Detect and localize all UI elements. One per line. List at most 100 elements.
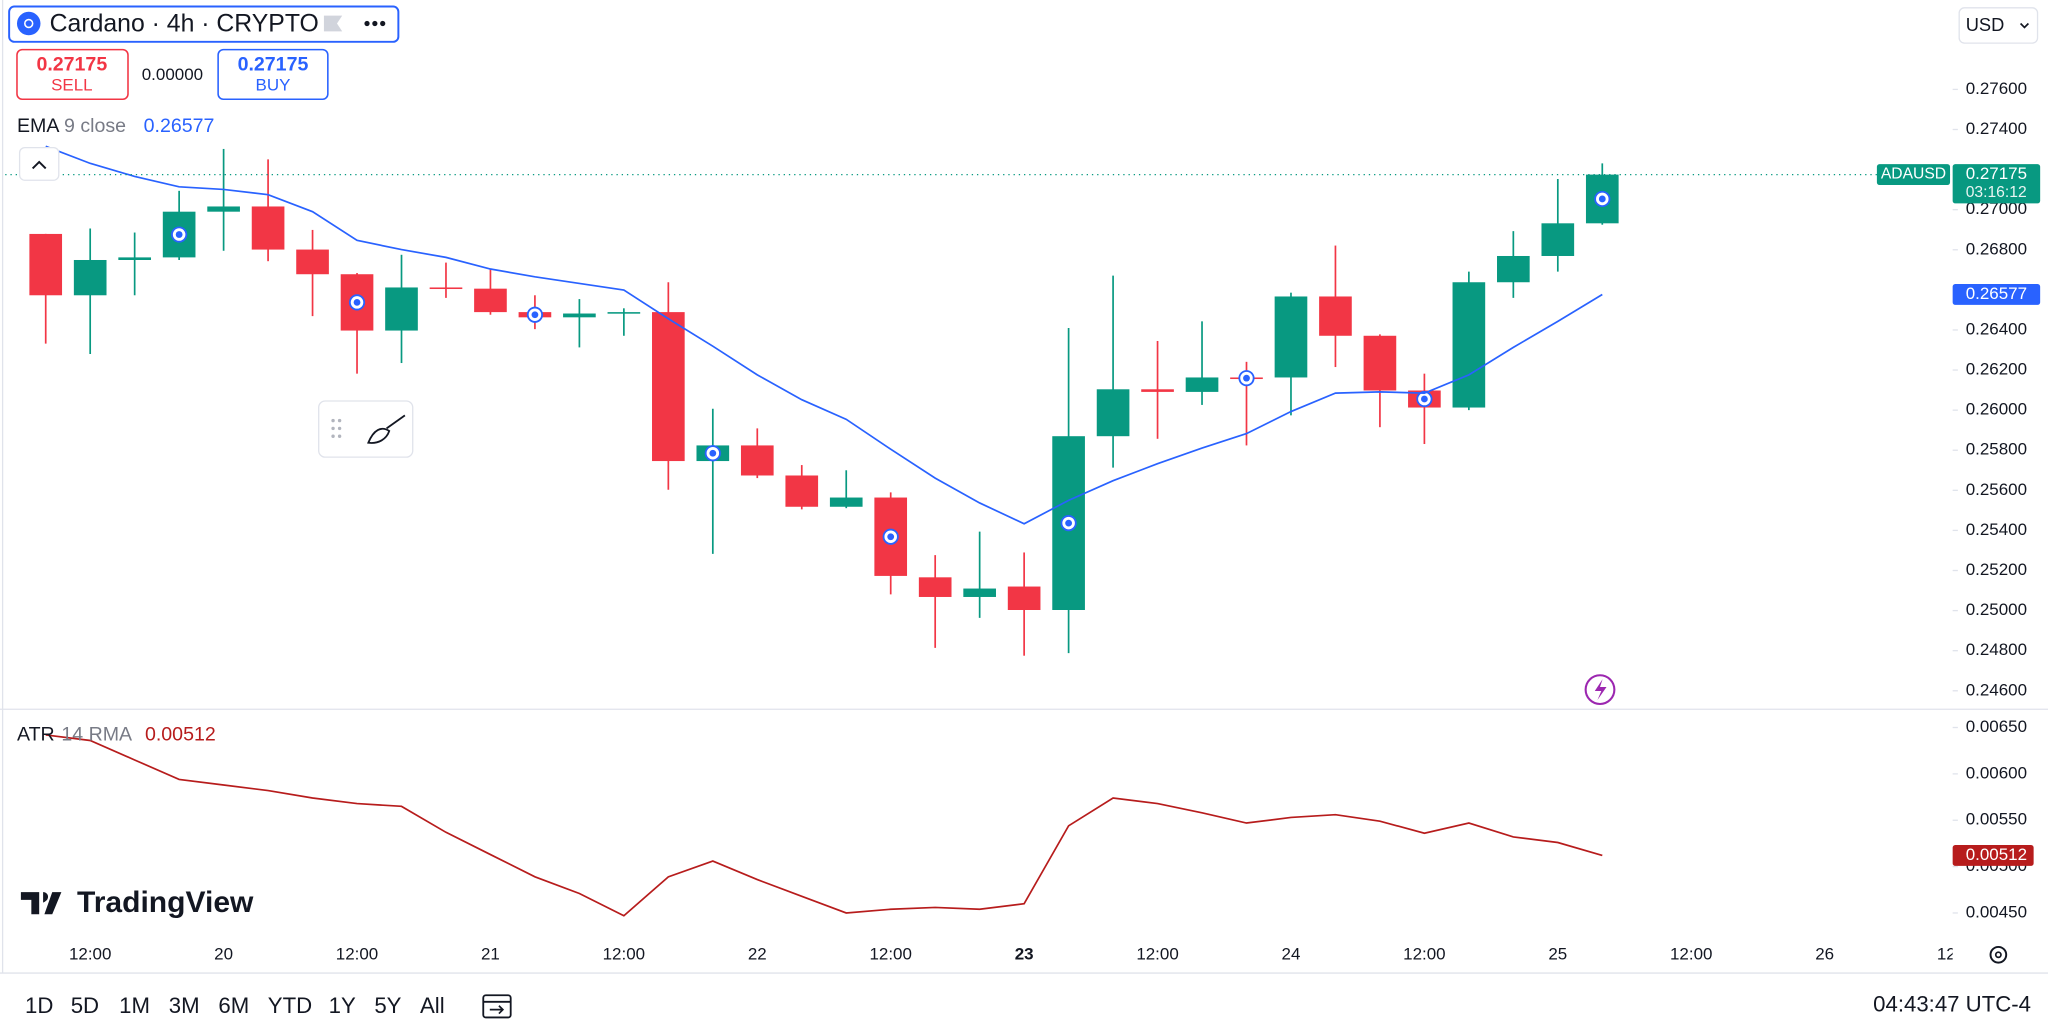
candle-body — [1185, 377, 1219, 392]
x-tick-label: 22 — [748, 944, 767, 963]
candle-body — [429, 287, 463, 290]
candle-body — [785, 475, 819, 507]
range-button[interactable]: 6M — [218, 993, 249, 1018]
drag-handle — [331, 418, 342, 438]
atr-legend-name: ATR — [17, 724, 55, 746]
collapse-frame — [18, 146, 60, 181]
buy-button[interactable]: 0.27175 BUY — [217, 48, 329, 101]
last-price-tag-bg — [1952, 164, 2041, 204]
candle-body — [474, 288, 507, 313]
candle-body — [1497, 255, 1530, 283]
range-button[interactable]: 1D — [25, 993, 53, 1018]
ema-legend-value: 0.26577 — [144, 115, 215, 137]
candle-body — [1141, 389, 1174, 392]
candle-body — [563, 313, 596, 318]
event-marker-dot — [353, 298, 361, 306]
candle-body — [1274, 296, 1308, 378]
calendar-frame — [482, 994, 512, 1019]
x-tick-label: 20 — [214, 944, 233, 963]
drawing-widget[interactable] — [318, 400, 414, 458]
range-button[interactable]: 3M — [169, 993, 200, 1018]
event-marker-dot — [887, 533, 895, 541]
y-tick-label: 0.24600 — [1966, 680, 2027, 699]
drawing-widget-frame — [318, 400, 414, 458]
range-button[interactable]: 1M — [119, 993, 150, 1018]
event-marker-dot — [1065, 519, 1073, 527]
range-button[interactable]: 5D — [71, 993, 99, 1018]
x-tick-label: 12:00 — [1670, 944, 1712, 963]
candle-body — [652, 312, 685, 462]
range-button[interactable]: 5Y — [374, 993, 401, 1018]
candle-body — [963, 588, 996, 597]
currency-frame — [1958, 7, 2039, 44]
gear-outer — [1989, 945, 2008, 964]
y-tick-label: 0.25200 — [1966, 560, 2027, 579]
y-tick-label: 0.26000 — [1966, 400, 2027, 419]
x-tick-label: 12:00 — [1403, 944, 1445, 963]
y-tick-label: 0.26800 — [1966, 239, 2027, 258]
symbol-title: Cardano · 4h · CRYPTO — [50, 10, 319, 37]
lightning-icon[interactable] — [1584, 674, 1616, 706]
settings-icon[interactable] — [1989, 945, 2008, 964]
ema-tag-bg — [1952, 284, 2041, 305]
symbol-tag: ADAUSD — [1881, 166, 1946, 183]
x-tick-label: 12:00 — [1136, 944, 1178, 963]
countdown: 03:16:12 — [1966, 184, 2027, 201]
candle-body — [918, 577, 952, 597]
candle-body — [118, 257, 151, 260]
y-tick-label: 0.26400 — [1966, 319, 2027, 338]
y-tick-label: 0.27600 — [1966, 79, 2027, 98]
candle-body — [1007, 586, 1041, 610]
axes: 0.24600 0.24800 0.25000 0.25200 0.25400 0.256… — [1876, 79, 2041, 921]
y-tick-label: 0.00550 — [1966, 810, 2027, 829]
candle-body — [296, 249, 329, 275]
symbol-tag-bg — [1876, 164, 1951, 186]
y-tick-label: 0.25000 — [1966, 600, 2027, 619]
candle-body — [385, 287, 418, 331]
currency-button[interactable]: USD — [1958, 7, 2039, 44]
collapse-icon — [31, 160, 47, 170]
atr-tag-bg — [1952, 845, 2034, 866]
date-range-button[interactable] — [482, 994, 512, 1019]
gear-inner — [1994, 951, 2002, 959]
event-marker-dot — [709, 449, 717, 457]
spread: 0.00000 — [142, 65, 203, 84]
event-marker-dot — [531, 311, 539, 319]
x-tick-label: 12:00 — [69, 944, 111, 963]
x-tick-label: 21 — [481, 944, 500, 963]
atr-legend-params: 14 RMA — [61, 724, 133, 746]
y-tick-label: 0.24800 — [1966, 640, 2027, 659]
buy-frame — [217, 48, 329, 101]
ema-tag: 0.26577 — [1966, 284, 2027, 303]
candle-body — [207, 206, 240, 212]
sell-button[interactable]: 0.27175 SELL — [16, 48, 129, 101]
atr-line — [45, 734, 1603, 917]
symbol-box[interactable]: Cardano · 4h · CRYPTO — [8, 5, 400, 43]
currency-label: USD — [1966, 14, 2005, 35]
symbol-icon-mark — [24, 18, 34, 29]
collapse-button[interactable] — [18, 146, 60, 181]
more-icon — [364, 20, 386, 27]
range-button[interactable]: YTD — [268, 993, 312, 1018]
candle-body — [1319, 296, 1352, 336]
buy-label: BUY — [256, 76, 291, 95]
calendar-arrow — [489, 1005, 505, 1015]
range-button[interactable]: 1Y — [329, 993, 356, 1018]
range-button[interactable]: All — [420, 993, 445, 1018]
ema-legend-params: 9 close — [64, 115, 126, 137]
atr-legend-value: 0.00512 — [145, 724, 216, 746]
sell-price: 0.27175 — [36, 53, 107, 75]
y-tick-label: 0.25600 — [1966, 480, 2027, 499]
y-tick-label: 0.00650 — [1966, 717, 2027, 736]
event-marker-dot — [1243, 374, 1250, 382]
currency-caret — [2019, 22, 2030, 29]
brush-icon — [367, 414, 406, 444]
x-tick-label: 12:00 — [603, 944, 645, 963]
lightning-ring — [1584, 674, 1616, 706]
event-marker-dot — [175, 231, 183, 238]
y-tick-label: 0.25400 — [1966, 520, 2027, 539]
x-tick-label: 12:00 — [336, 944, 378, 963]
y-tick-label: 0.00600 — [1966, 763, 2027, 782]
